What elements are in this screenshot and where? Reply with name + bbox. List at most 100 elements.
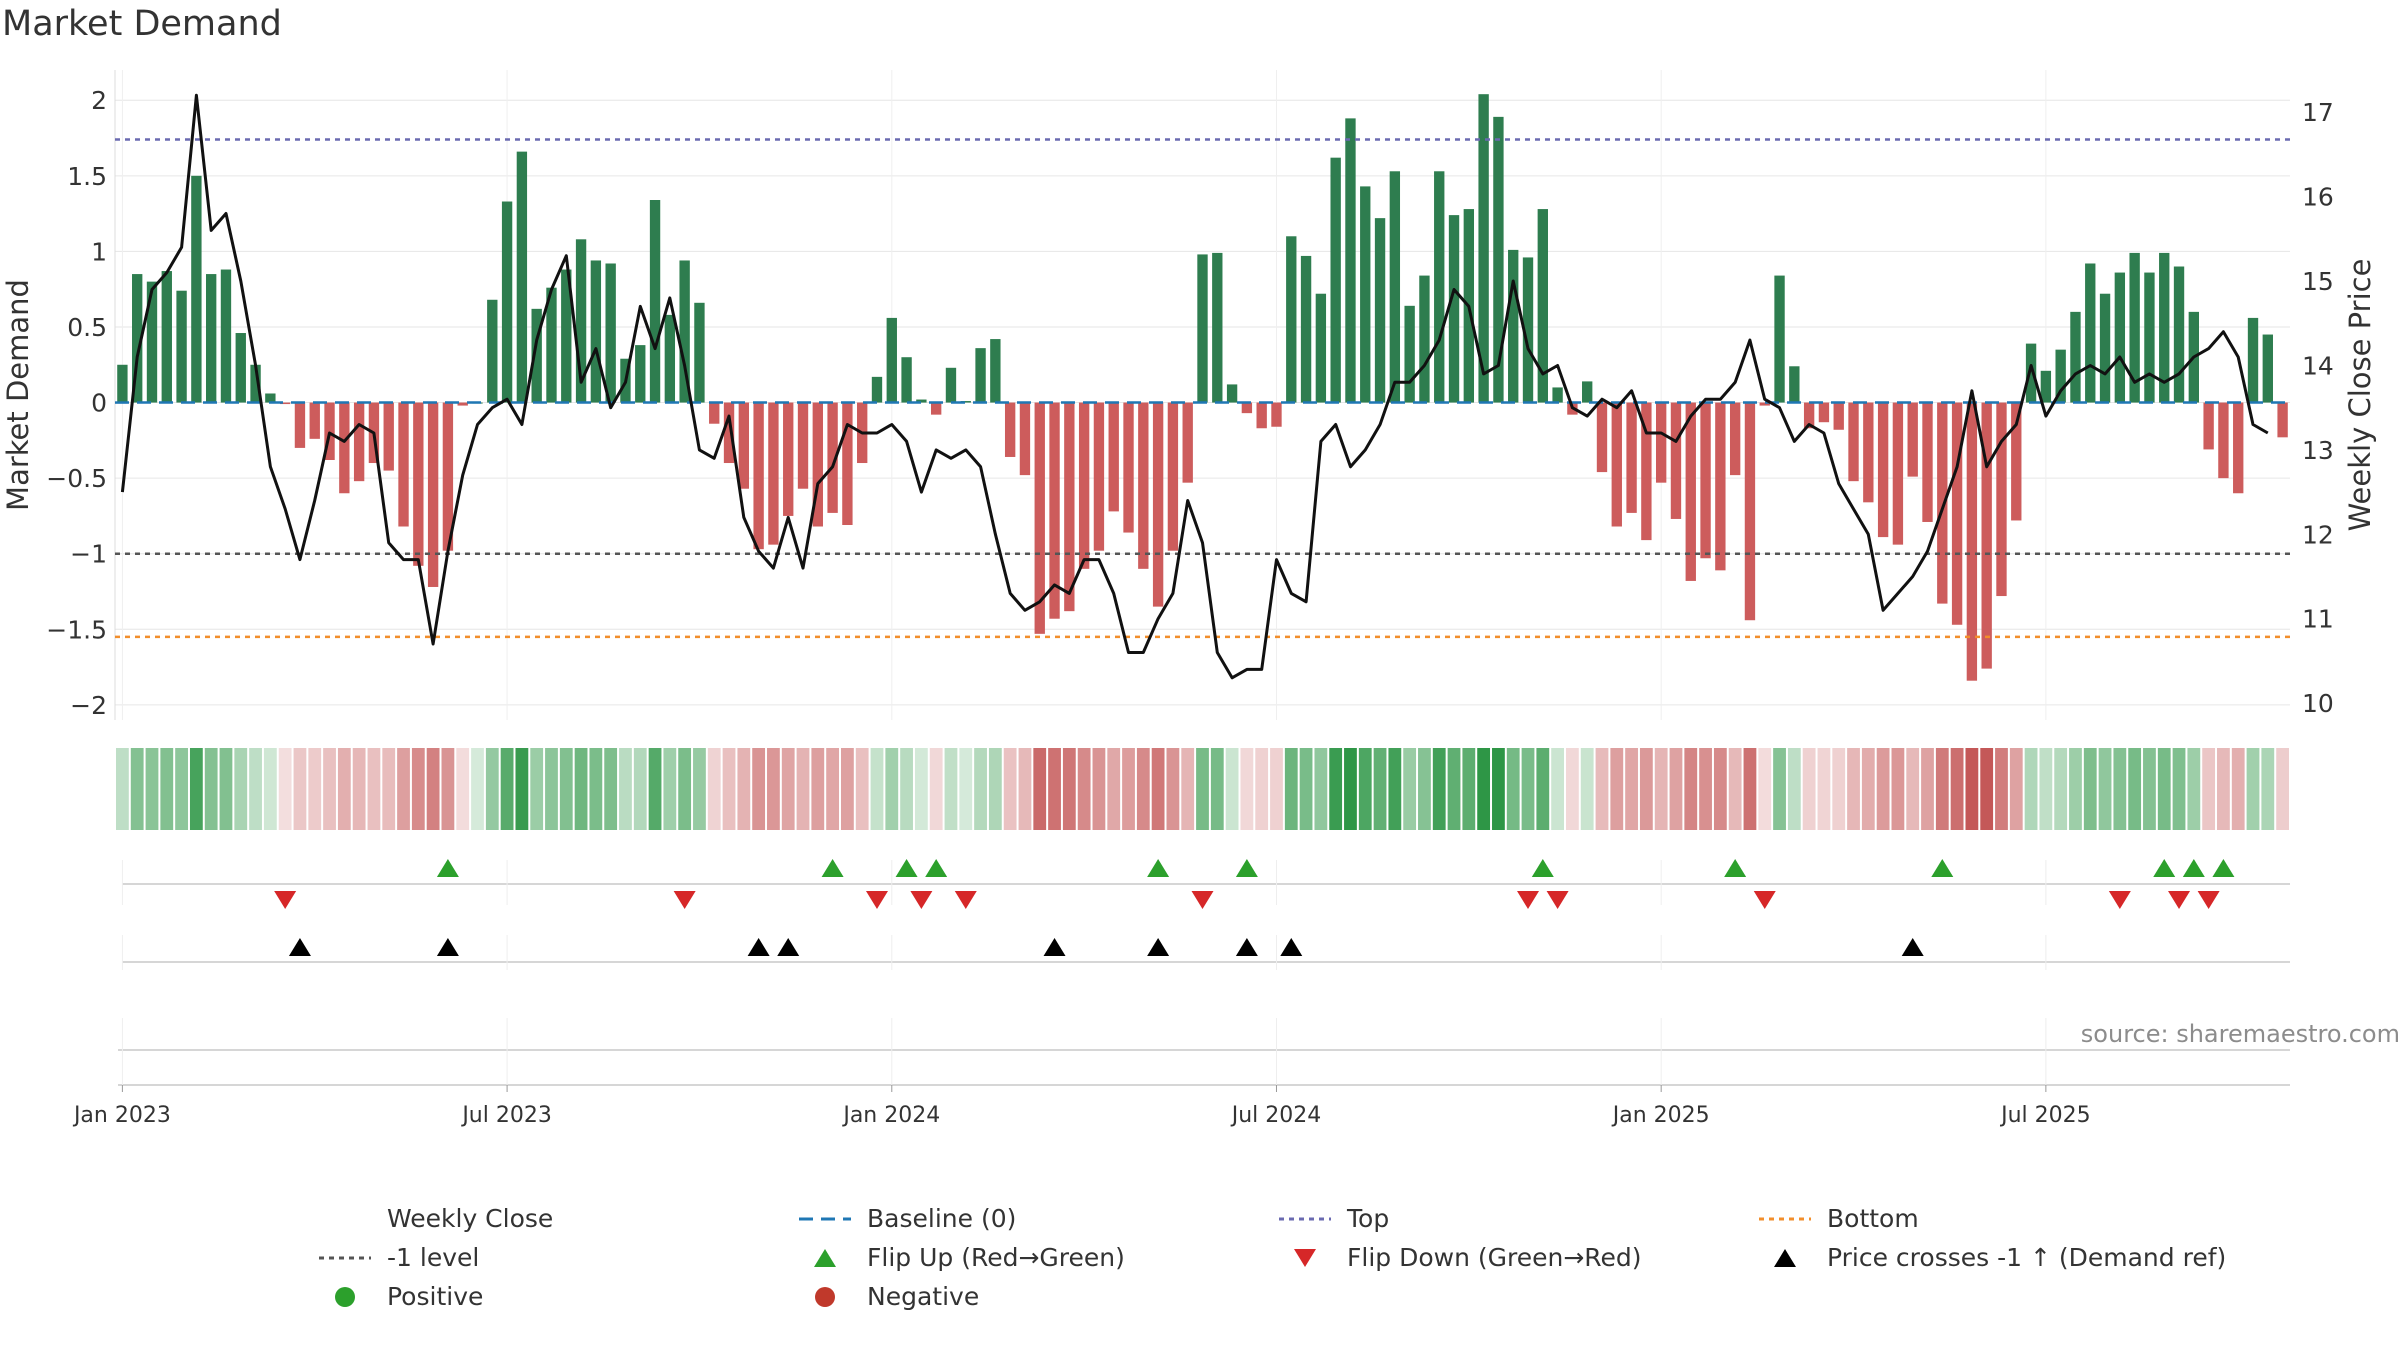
- demand-bar: [2025, 343, 2037, 403]
- heat-cell: [160, 748, 174, 830]
- y2-tick-label: 14: [2302, 351, 2334, 380]
- legend-symbol-flip_up: [814, 1248, 836, 1267]
- demand-bar: [1877, 402, 1889, 538]
- heat-cell: [1965, 748, 1979, 830]
- heat-cell: [1122, 748, 1135, 830]
- demand-bar: [1537, 209, 1548, 403]
- demand-bar: [1552, 387, 1563, 403]
- demand-bar: [501, 201, 513, 403]
- demand-bar: [309, 402, 320, 439]
- demand-bar: [1448, 215, 1460, 403]
- demand-bar: [1271, 402, 1282, 427]
- demand-bar: [1360, 186, 1371, 403]
- heat-cell: [1891, 748, 1905, 830]
- demand-bar: [561, 269, 572, 403]
- heat-cell: [1092, 748, 1106, 830]
- price-cross-marker: [1147, 938, 1170, 956]
- heat-cell: [1270, 748, 1283, 830]
- demand-bar: [132, 274, 143, 403]
- demand-bar: [1626, 402, 1637, 513]
- heat-cell: [116, 748, 129, 830]
- demand-bar: [2070, 311, 2081, 403]
- demand-bar: [1907, 402, 1918, 477]
- demand-bar: [1655, 402, 1667, 483]
- heat-cell: [1728, 748, 1742, 830]
- heat-cell: [1995, 748, 2008, 830]
- demand-bar: [2233, 402, 2244, 494]
- demand-bar: [1981, 402, 1992, 669]
- demand-bar: [649, 200, 661, 403]
- price-cross-marker: [1901, 938, 1924, 956]
- heat-cell: [559, 748, 573, 830]
- heat-cell: [2069, 748, 2082, 830]
- heat-cell: [234, 748, 248, 830]
- heat-cell: [2009, 748, 2023, 830]
- legend-label: Positive: [387, 1282, 484, 1311]
- x-tick-label: Jan 2024: [841, 1103, 940, 1128]
- legend-item-negative_dot: Negative: [795, 1282, 979, 1311]
- demand-bar: [1078, 402, 1090, 569]
- demand-bar: [176, 290, 187, 403]
- heat-cell: [944, 748, 958, 830]
- heat-cell: [2276, 748, 2289, 830]
- y-tick-label: 1.5: [67, 162, 107, 191]
- demand-bar: [294, 402, 306, 448]
- heat-cell: [500, 748, 514, 830]
- demand-bar: [1774, 275, 1785, 403]
- flip-down-marker: [954, 891, 977, 909]
- heat-cell: [530, 748, 544, 830]
- flip-down-marker: [1517, 891, 1540, 909]
- demand-bar: [205, 274, 217, 403]
- x-tick-label: Jul 2024: [1230, 1103, 1322, 1128]
- demand-bar: [1729, 402, 1741, 476]
- flip-up-marker: [1235, 859, 1258, 877]
- demand-bar: [1670, 402, 1682, 519]
- demand-bar: [398, 402, 409, 527]
- demand-bar: [1241, 402, 1253, 414]
- demand-bar: [709, 402, 720, 424]
- demand-bar: [427, 402, 439, 587]
- legend-label: Flip Down (Green→Red): [1347, 1243, 1642, 1272]
- demand-bar: [1596, 402, 1608, 473]
- demand-bar: [664, 314, 676, 403]
- demand-bar: [117, 364, 128, 403]
- heat-cell: [1610, 748, 1624, 830]
- flip-down-marker: [865, 891, 888, 909]
- price-cross-marker: [1043, 938, 1066, 956]
- heat-cell: [722, 748, 736, 830]
- heat-cell: [767, 748, 780, 830]
- demand-bar: [2085, 263, 2096, 403]
- x-tick-label: Jan 2023: [72, 1103, 171, 1128]
- demand-bar: [1803, 402, 1815, 429]
- demand-bar: [635, 345, 646, 403]
- demand-bar: [442, 402, 454, 551]
- demand-bar: [1922, 402, 1933, 522]
- legend-label: Price crosses -1 ↑ (Demand ref): [1827, 1243, 2227, 1272]
- demand-bar: [1108, 402, 1119, 512]
- price-cross-marker: [777, 938, 800, 956]
- heat-cell: [441, 748, 455, 830]
- demand-bar: [1167, 402, 1179, 551]
- demand-bar: [546, 287, 557, 403]
- demand-bar: [1374, 218, 1386, 403]
- flip-down-marker: [2108, 891, 2131, 909]
- flip-down-marker: [2197, 891, 2220, 909]
- y2-axis-label: Weekly Close Price: [2343, 259, 2377, 532]
- demand-bar: [516, 151, 528, 403]
- price-cross-marker: [747, 938, 770, 956]
- legend-item-bottom: Bottom: [1755, 1204, 1919, 1233]
- heat-cell: [1107, 748, 1121, 830]
- demand-bar: [383, 402, 394, 471]
- demand-bar: [1226, 384, 1238, 403]
- legend-item-positive_dot: Positive: [315, 1282, 483, 1311]
- heat-cell: [855, 748, 869, 830]
- legend-symbol-top: [1279, 1217, 1331, 1220]
- demand-bar: [2114, 272, 2126, 403]
- heat-cell: [914, 748, 928, 830]
- demand-bar: [768, 402, 779, 545]
- legend-label: Negative: [867, 1282, 980, 1311]
- y2-tick-label: 10: [2302, 689, 2334, 718]
- heat-cell: [1373, 748, 1387, 830]
- flip-down-marker: [910, 891, 933, 909]
- legend-symbol-baseline: [799, 1217, 851, 1220]
